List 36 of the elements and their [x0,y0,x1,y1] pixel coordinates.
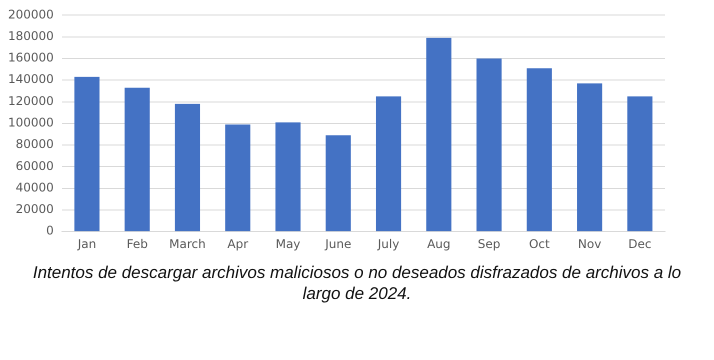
y-tick-label: 0 [46,224,54,238]
y-tick-label: 60000 [16,158,54,173]
x-tick-label: March [169,236,206,251]
y-tick-label: 160000 [8,50,54,65]
x-tick-label: July [376,236,400,251]
bar [526,68,552,232]
y-tick-label: 200000 [8,7,54,22]
y-tick-label: 80000 [16,137,54,152]
bar [275,122,301,232]
bar [476,58,502,232]
y-tick-label: 40000 [16,180,54,194]
bar [74,76,100,232]
x-tick-label: Nov [578,236,602,251]
bar [627,96,652,232]
x-tick-label: Dec [628,236,652,251]
bar [174,104,200,232]
x-tick-label: Oct [528,236,550,251]
y-tick-label: 20000 [16,202,54,216]
x-tick-label: Feb [126,236,148,251]
bar [225,124,250,232]
bar [326,135,351,232]
y-tick-label: 180000 [8,28,54,43]
bar [426,38,452,232]
bar [376,96,402,232]
x-tick-label: May [276,236,300,251]
x-tick-label: Jan [76,236,96,251]
x-tick-label: June [324,236,352,251]
bar [124,88,150,232]
y-tick-label: 100000 [8,116,54,130]
x-tick-label: Apr [227,236,248,251]
y-tick-label: 120000 [8,94,54,108]
y-tick-label: 140000 [8,72,54,86]
x-tick-label: Aug [427,236,451,251]
bar [577,83,602,232]
x-tick-label: Sep [478,236,500,251]
text: Intentos de descargar archivos maliciosos o no deseados disfrazados de archivos a lo largo de 2024. [32,262,682,304]
